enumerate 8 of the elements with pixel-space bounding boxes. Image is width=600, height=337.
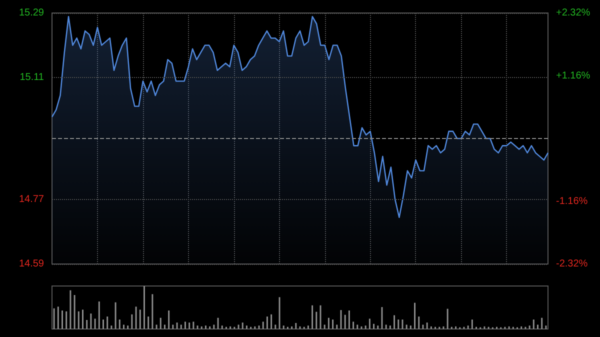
y-tick-label: 14.77	[18, 194, 44, 205]
y-tick-label: 14.59	[18, 258, 44, 270]
y-tick-label: 15.29	[18, 8, 44, 18]
y2-tick-label: -1.16%	[556, 196, 588, 207]
y2-tick-label: +1.16%	[556, 70, 590, 82]
y-tick-label: 15.11	[20, 72, 44, 84]
y2-tick-label: +2.32%	[556, 8, 590, 18]
y2-tick-label: -2.32%	[556, 258, 588, 270]
